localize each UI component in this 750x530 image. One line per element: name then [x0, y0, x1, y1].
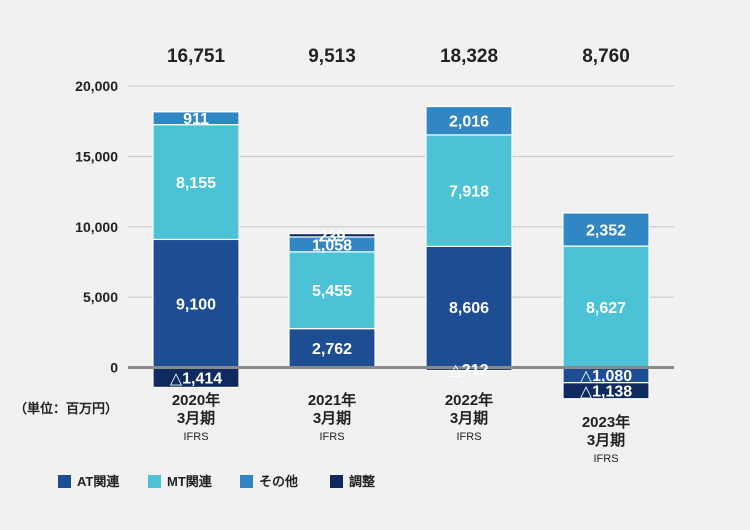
bar-value-label: 5,455: [312, 283, 352, 300]
bar-segment: [425, 105, 513, 136]
legend-swatch: [330, 475, 343, 488]
bar-value-label: 8,155: [176, 175, 216, 192]
bar-value-label: 2,016: [449, 114, 489, 131]
bar-segment: [562, 212, 650, 247]
category-standard: IFRS: [183, 431, 208, 443]
bar-segment: [152, 111, 240, 126]
category-year: 2022年: [445, 391, 493, 409]
bar-value-label: 2,762: [312, 341, 352, 358]
bar-segment: [152, 238, 240, 369]
y-tick-label: 0: [110, 360, 118, 376]
total-label: 9,513: [308, 46, 356, 67]
category-standard: IFRS: [319, 431, 344, 443]
bar-value-label: 239: [319, 228, 346, 245]
total-label: 8,760: [582, 46, 630, 67]
bar-segment: [152, 124, 240, 241]
category-standard: IFRS: [593, 453, 618, 465]
category-month: 3月期: [587, 431, 625, 449]
y-axis: 0 5,000 10,000 15,000 20,000: [75, 78, 118, 376]
category-year: 2023年: [582, 413, 630, 431]
total-labels: 16,751 9,513 18,328 8,760: [167, 46, 630, 67]
bar-value-label: 2,352: [586, 223, 626, 240]
bar-value-label: 7,918: [449, 184, 489, 201]
bar-value-label: 9,100: [176, 296, 216, 313]
category-standard: IFRS: [456, 431, 481, 443]
category-month: 3月期: [177, 409, 215, 427]
category-labels: 2020年3月期IFRS2021年3月期IFRS2022年3月期IFRS2023…: [172, 391, 630, 465]
bar-segment: [562, 245, 650, 369]
y-tick-label: 5,000: [83, 289, 118, 305]
bar-value-label: 1,058: [312, 237, 352, 254]
bar-segment: [562, 382, 650, 400]
bar-segment: [288, 232, 376, 238]
y-tick-label: 20,000: [75, 78, 118, 94]
bar-value-label: △1,080: [580, 368, 632, 385]
legend-label: AT関連: [77, 474, 120, 489]
bars: [152, 105, 650, 400]
category-month: 3月期: [450, 409, 488, 427]
legend-swatch: [148, 475, 161, 488]
bar-segment: [425, 245, 513, 369]
legend-swatch: [240, 475, 253, 488]
category-year: 2020年: [172, 391, 220, 409]
bar-value-label: 911: [183, 111, 209, 128]
category-year: 2021年: [308, 391, 356, 409]
unit-label: （単位：百万円）: [14, 401, 118, 416]
bar-value-label: △1,138: [580, 384, 632, 401]
y-tick-label: 15,000: [75, 148, 118, 164]
legend-label: MT関連: [167, 474, 213, 489]
bar-value-label: △212: [450, 362, 489, 379]
legend-label: その他: [259, 474, 298, 489]
legend-label: 調整: [349, 474, 376, 489]
bar-value-label: 8,627: [586, 300, 626, 317]
bar-segment: [288, 251, 376, 330]
legend-swatch: [58, 475, 71, 488]
total-label: 18,328: [440, 46, 498, 67]
bar-value-label: △1,414: [170, 370, 222, 387]
bar-segment: [425, 134, 513, 247]
y-tick-label: 10,000: [75, 219, 118, 235]
bar-value-label: 8,606: [449, 300, 489, 317]
category-month: 3月期: [313, 409, 351, 427]
legend: AT関連 MT関連 その他 調整: [58, 474, 376, 489]
total-label: 16,751: [167, 46, 226, 67]
